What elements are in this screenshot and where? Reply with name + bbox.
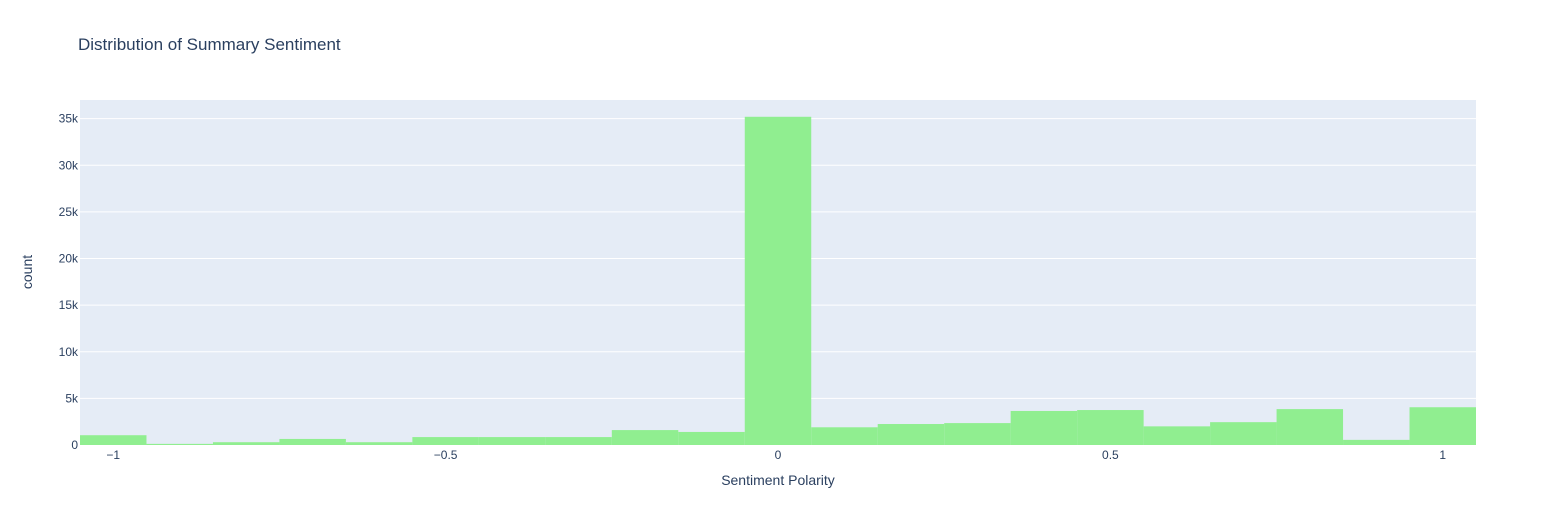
histogram-bar	[1409, 407, 1476, 445]
histogram-bar	[811, 427, 878, 445]
y-axis-ticks: 0 5k 10k 15k 20k 25k 30k 35k	[59, 112, 79, 452]
histogram-bar	[1210, 422, 1277, 445]
histogram-bar	[1343, 439, 1410, 445]
y-tick-label: 20k	[59, 252, 79, 266]
histogram-bar	[1276, 409, 1344, 445]
y-axis-title: count	[19, 255, 35, 289]
histogram-bar	[1143, 426, 1211, 445]
histogram-bars	[80, 116, 1476, 445]
y-tick-label: 5k	[65, 391, 79, 405]
histogram-bar	[877, 424, 945, 445]
histogram-bar	[944, 423, 1011, 445]
x-axis-ticks: −1 −0.5 0 0.5 1	[106, 448, 1446, 462]
chart-title: Distribution of Summary Sentiment	[78, 35, 341, 54]
y-tick-label: 25k	[59, 205, 79, 219]
histogram-bar	[80, 435, 147, 445]
x-tick-label: 0	[775, 448, 782, 462]
x-tick-label: −0.5	[434, 448, 458, 462]
histogram-bar	[1010, 410, 1078, 445]
histogram-bar	[611, 430, 679, 445]
y-tick-label: 15k	[59, 298, 79, 312]
histogram-bar	[678, 431, 745, 445]
histogram-bar	[212, 442, 280, 445]
y-tick-label: 10k	[59, 345, 79, 359]
x-tick-label: −1	[106, 448, 120, 462]
histogram-bar	[279, 438, 346, 445]
x-axis-title: Sentiment Polarity	[721, 472, 835, 488]
y-tick-label: 30k	[59, 158, 79, 172]
histogram-bar	[545, 437, 612, 445]
histogram-bar	[345, 442, 413, 445]
x-tick-label: 0.5	[1102, 448, 1119, 462]
y-tick-label: 0	[71, 438, 78, 452]
histogram-bar	[1077, 410, 1144, 445]
histogram-bar	[412, 437, 479, 445]
histogram-bar	[744, 116, 812, 445]
y-tick-label: 35k	[59, 112, 79, 126]
x-tick-label: 1	[1439, 448, 1446, 462]
histogram-bar	[146, 443, 213, 445]
histogram-bar	[478, 437, 546, 445]
